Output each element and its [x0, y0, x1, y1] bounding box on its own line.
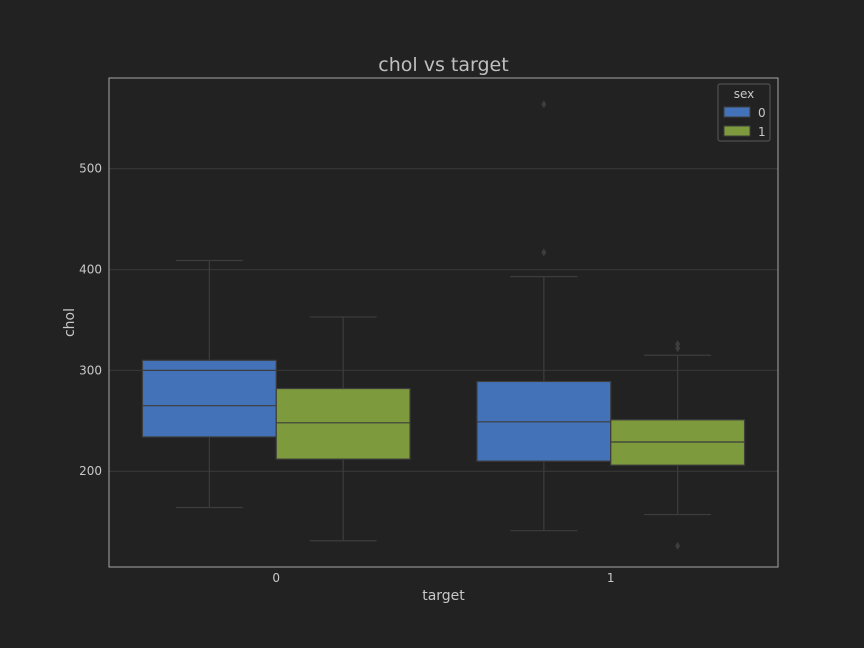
- x-axis-label: target: [422, 588, 465, 604]
- legend-label: 0: [758, 106, 766, 120]
- iqr-box: [275, 387, 411, 460]
- iqr-box: [141, 359, 277, 438]
- y-axis-label: chol: [62, 308, 78, 337]
- axis-ticks: 200 300 400 500 0 1: [79, 162, 614, 585]
- y-tick-label: 300: [79, 363, 102, 377]
- legend-swatch: [723, 106, 751, 118]
- legend: sex 01: [717, 83, 771, 142]
- chart-title: chol vs target: [378, 54, 508, 76]
- legend-swatch: [723, 125, 751, 137]
- outlier-point: [675, 340, 681, 349]
- legend-items: 01: [723, 106, 766, 139]
- outlier-point: [675, 541, 681, 550]
- y-tick-label: 400: [79, 263, 102, 277]
- box-group: [275, 316, 411, 542]
- legend-label: 1: [758, 125, 766, 139]
- box-group: [476, 100, 612, 532]
- outlier-point: [541, 100, 547, 109]
- outlier-point: [675, 344, 681, 353]
- x-tick-label: 0: [272, 571, 280, 585]
- plot-frame: [108, 77, 779, 568]
- box-group: [610, 340, 746, 550]
- box-plots: [141, 100, 746, 550]
- x-tick-label: 1: [607, 571, 615, 585]
- legend-title: sex: [734, 87, 755, 101]
- y-tick-label: 500: [79, 162, 102, 176]
- box-group: [141, 259, 277, 509]
- outlier-point: [541, 248, 547, 257]
- y-tick-label: 200: [79, 464, 102, 478]
